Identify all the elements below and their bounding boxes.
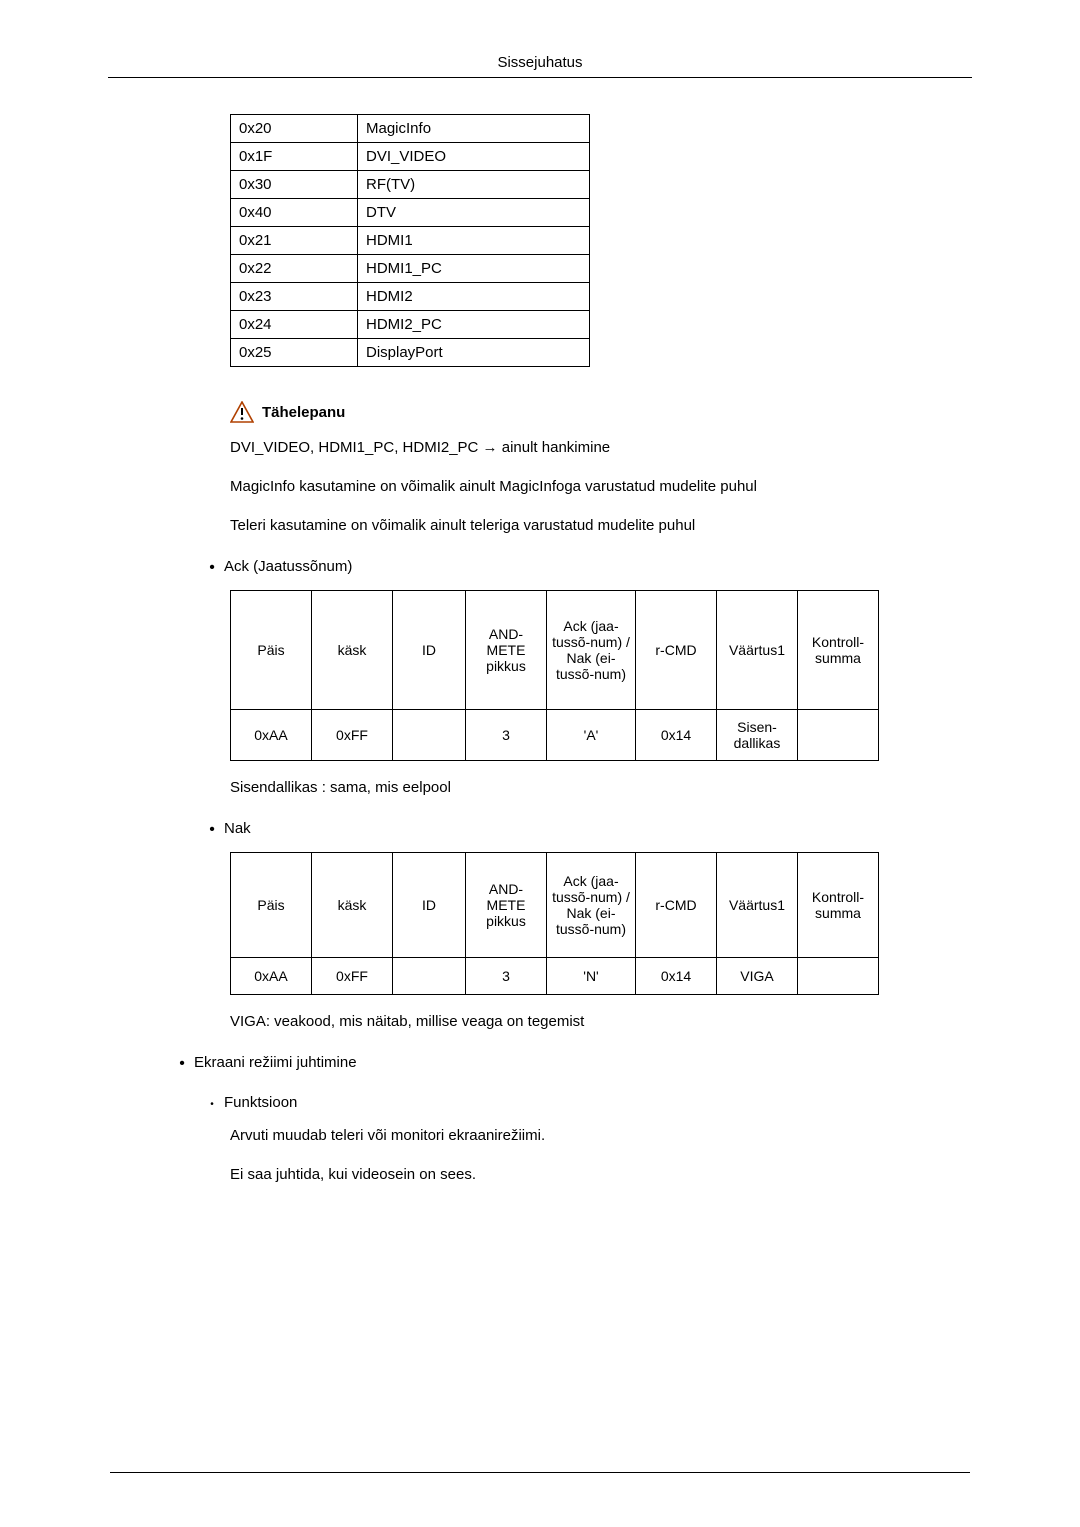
proto-header: r-CMD xyxy=(636,853,717,958)
proto-header: r-CMD xyxy=(636,591,717,710)
code-hex: 0x24 xyxy=(231,311,358,339)
warning-icon xyxy=(230,401,254,423)
proto-cell: Sisen-dallikas xyxy=(717,710,798,761)
warning-line-1: DVI_VIDEO, HDMI1_PC, HDMI2_PC → ainult h… xyxy=(230,437,910,458)
code-name: DTV xyxy=(358,199,590,227)
code-hex: 0x40 xyxy=(231,199,358,227)
warning-line-3: Teleri kasutamine on võimalik ainult tel… xyxy=(230,515,910,536)
code-hex: 0x30 xyxy=(231,171,358,199)
proto-header: AND-METE pikkus xyxy=(466,591,547,710)
ack-table: PäiskäskIDAND-METE pikkusAck (jaa-tussõ-… xyxy=(230,590,879,761)
code-hex: 0x20 xyxy=(231,115,358,143)
proto-cell: 0xAA xyxy=(231,958,312,995)
proto-header: ID xyxy=(393,853,466,958)
code-name: RF(TV) xyxy=(358,171,590,199)
warning-heading: Tähelepanu xyxy=(230,401,910,423)
code-hex: 0x21 xyxy=(231,227,358,255)
table-row: 0x20MagicInfo xyxy=(231,115,590,143)
screen-mode-title: Ekraani režiimi juhtimine xyxy=(194,1054,910,1071)
proto-header: Kontroll-summa xyxy=(798,853,879,958)
proto-header: Ack (jaa-tussõ-num) / Nak (ei-tussõ-num) xyxy=(547,591,636,710)
table-row: 0x25DisplayPort xyxy=(231,339,590,367)
code-name: MagicInfo xyxy=(358,115,590,143)
code-name: DisplayPort xyxy=(358,339,590,367)
bullet-icon: • xyxy=(200,820,224,838)
proto-cell: 3 xyxy=(466,958,547,995)
table-row: 0x23HDMI2 xyxy=(231,283,590,311)
proto-header: Ack (jaa-tussõ-num) / Nak (ei-tussõ-num) xyxy=(547,853,636,958)
proto-cell: 0xAA xyxy=(231,710,312,761)
page-root: Sissejuhatus 0x20MagicInfo0x1FDVI_VIDEO0… xyxy=(0,0,1080,1527)
proto-header: käsk xyxy=(312,591,393,710)
proto-cell: 0xFF xyxy=(312,958,393,995)
proto-header: AND-METE pikkus xyxy=(466,853,547,958)
proto-header: Väärtus1 xyxy=(717,591,798,710)
proto-header: Väärtus1 xyxy=(717,853,798,958)
table-row: 0x40DTV xyxy=(231,199,590,227)
code-hex: 0x25 xyxy=(231,339,358,367)
proto-cell xyxy=(798,710,879,761)
page-title: Sissejuhatus xyxy=(108,54,972,78)
code-name: DVI_VIDEO xyxy=(358,143,590,171)
code-hex: 0x23 xyxy=(231,283,358,311)
screen-mode-heading: • Ekraani režiimi juhtimine xyxy=(170,1054,910,1072)
ack-note: Sisendallikas : sama, mis eelpool xyxy=(230,777,910,798)
table-row: 0x30RF(TV) xyxy=(231,171,590,199)
footer-rule xyxy=(110,1472,970,1473)
nak-table: PäiskäskIDAND-METE pikkusAck (jaa-tussõ-… xyxy=(230,852,879,995)
nak-note: VIGA: veakood, mis näitab, millise veaga… xyxy=(230,1011,910,1032)
code-hex: 0x1F xyxy=(231,143,358,171)
code-hex: 0x22 xyxy=(231,255,358,283)
function-block: • Funktsioon Arvuti muudab teleri või mo… xyxy=(230,1094,910,1185)
function-heading: • Funktsioon xyxy=(200,1094,910,1111)
ack-title: Ack (Jaatussõnum) xyxy=(224,558,910,575)
input-codes-table: 0x20MagicInfo0x1FDVI_VIDEO0x30RF(TV)0x40… xyxy=(230,114,590,367)
proto-header: Päis xyxy=(231,853,312,958)
proto-cell: 0xFF xyxy=(312,710,393,761)
proto-cell: VIGA xyxy=(717,958,798,995)
nak-heading: • Nak xyxy=(200,820,910,838)
bullet-icon: • xyxy=(200,558,224,576)
function-line-1: Arvuti muudab teleri või monitori ekraan… xyxy=(230,1125,910,1146)
bullet-icon: • xyxy=(170,1054,194,1072)
code-name: HDMI2 xyxy=(358,283,590,311)
proto-cell: 0x14 xyxy=(636,710,717,761)
table-row: 0x1FDVI_VIDEO xyxy=(231,143,590,171)
bullet-icon: • xyxy=(200,1094,224,1110)
code-name: HDMI2_PC xyxy=(358,311,590,339)
warning-label: Tähelepanu xyxy=(262,404,345,421)
proto-cell: 3 xyxy=(466,710,547,761)
proto-cell xyxy=(393,710,466,761)
proto-cell xyxy=(798,958,879,995)
proto-cell xyxy=(393,958,466,995)
code-name: HDMI1_PC xyxy=(358,255,590,283)
table-row: 0x21HDMI1 xyxy=(231,227,590,255)
proto-cell: 'N' xyxy=(547,958,636,995)
warning-line-2: MagicInfo kasutamine on võimalik ainult … xyxy=(230,476,910,497)
table-row: 0x22HDMI1_PC xyxy=(231,255,590,283)
function-line-2: Ei saa juhtida, kui videosein on sees. xyxy=(230,1164,910,1185)
ack-heading: • Ack (Jaatussõnum) xyxy=(200,558,910,576)
page-content: 0x20MagicInfo0x1FDVI_VIDEO0x30RF(TV)0x40… xyxy=(230,114,910,1185)
proto-header: Kontroll-summa xyxy=(798,591,879,710)
proto-header: käsk xyxy=(312,853,393,958)
table-row: 0x24HDMI2_PC xyxy=(231,311,590,339)
nak-title: Nak xyxy=(224,820,910,837)
proto-header: ID xyxy=(393,591,466,710)
code-name: HDMI1 xyxy=(358,227,590,255)
proto-cell: 'A' xyxy=(547,710,636,761)
proto-cell: 0x14 xyxy=(636,958,717,995)
proto-header: Päis xyxy=(231,591,312,710)
function-label: Funktsioon xyxy=(224,1094,910,1111)
